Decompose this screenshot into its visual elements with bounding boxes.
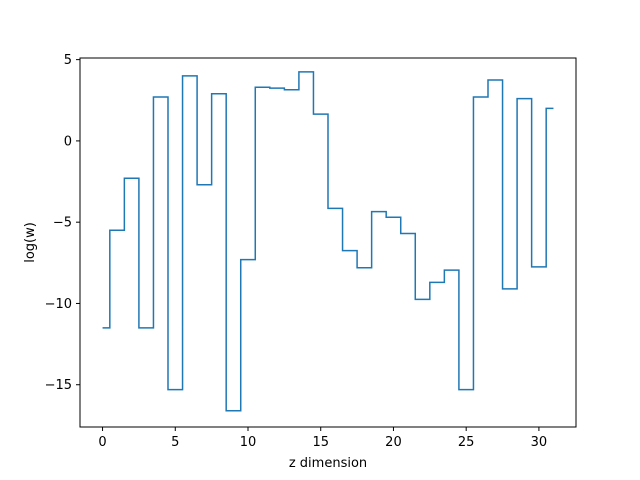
x-tick-label: 15 — [312, 435, 329, 450]
y-tick-label: 0 — [64, 134, 72, 149]
series-line-0 — [102, 71, 554, 412]
x-tick-label: 30 — [531, 435, 548, 450]
y-tick-label: −15 — [45, 378, 72, 393]
x-tick-label: 25 — [458, 435, 475, 450]
x-axis: 0 5 10 15 20 25 30 — [98, 427, 547, 450]
y-axis: 5 0 −5 −10 −15 — [45, 53, 80, 393]
x-axis-label: z dimension — [289, 456, 367, 471]
y-tick-label: 5 — [64, 53, 72, 68]
plot-frame — [79, 57, 577, 428]
x-tick-label: 5 — [171, 435, 179, 450]
y-axis-label: log(w) — [23, 222, 38, 263]
x-tick-label: 20 — [385, 435, 402, 450]
x-tick-label: 10 — [240, 435, 257, 450]
y-tick-label: −5 — [53, 216, 72, 231]
y-tick-label: −10 — [45, 297, 72, 312]
x-tick-label: 0 — [98, 435, 106, 450]
series-layer — [102, 71, 554, 412]
